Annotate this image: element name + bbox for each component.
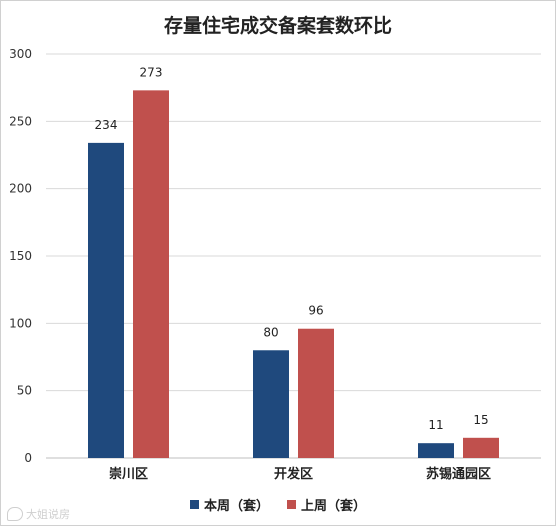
watermark: 大姐说房 [7, 506, 70, 522]
x-tick-label: 开发区 [274, 466, 313, 482]
bar [253, 350, 289, 458]
watermark-text: 大姐说房 [26, 508, 70, 521]
data-label: 96 [308, 304, 323, 318]
y-tick-label: 300 [9, 47, 32, 61]
y-tick-label: 200 [9, 182, 32, 196]
y-tick-label: 250 [9, 114, 32, 128]
legend-swatch-last-week [287, 500, 296, 509]
y-tick-label: 150 [9, 249, 32, 263]
bar [418, 443, 454, 458]
chart-legend: 本周（套） 上周（套） [1, 495, 555, 514]
y-tick-label: 0 [24, 451, 32, 465]
data-label: 273 [140, 65, 163, 79]
bar [133, 90, 169, 459]
legend-item-this-week: 本周（套） [189, 495, 269, 514]
y-tick-label: 100 [9, 316, 32, 330]
legend-item-last-week: 上周（套） [287, 495, 366, 514]
x-tick-label: 崇川区 [109, 466, 148, 482]
bar [298, 328, 334, 458]
data-label: 234 [95, 118, 118, 132]
legend-label-this-week: 本周（套） [203, 499, 269, 514]
legend-swatch-this-week [189, 500, 199, 509]
y-tick-label: 50 [17, 384, 32, 398]
bar [463, 437, 499, 458]
watermark-logo-icon [7, 507, 23, 521]
bar [88, 142, 124, 458]
data-label: 15 [473, 413, 488, 427]
chart-title: 存量住宅成交备案套数环比 [163, 15, 392, 37]
legend-label-last-week: 上周（套） [301, 499, 367, 514]
x-tick-label: 苏锡通园区 [426, 466, 491, 482]
data-label: 80 [263, 325, 278, 339]
data-label: 11 [428, 418, 443, 432]
